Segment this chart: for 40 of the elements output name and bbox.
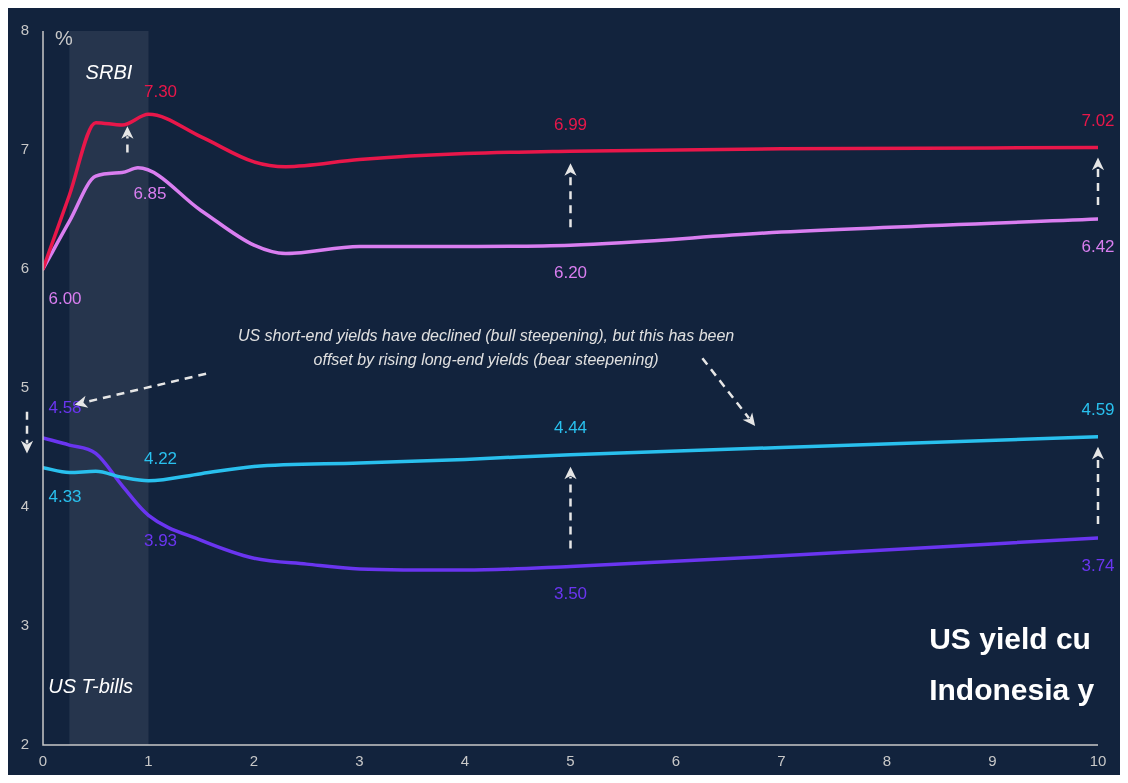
x-tick-label: 4	[460, 752, 470, 770]
y-tick-label: 8	[20, 21, 29, 39]
band-label: SRBI	[85, 60, 133, 83]
y-tick-label: 3	[20, 616, 29, 634]
data-label: 3.74	[1081, 555, 1115, 575]
data-label: 6.00	[48, 288, 82, 308]
y-tick-label: 7	[20, 140, 29, 158]
x-tick-label: 5	[566, 752, 575, 770]
x-tick-label: 8	[882, 752, 892, 770]
data-label: 7.02	[1081, 111, 1115, 131]
data-label: 3.93	[143, 531, 178, 551]
data-label: 4.33	[48, 487, 82, 507]
x-tick-label: 6	[671, 752, 681, 770]
data-label: 6.42	[1081, 236, 1115, 256]
data-label: 4.59	[1081, 400, 1115, 420]
x-tick-label: 0	[38, 752, 48, 770]
x-tick-label: 9	[988, 752, 997, 770]
annotation: US T-bills	[48, 675, 134, 698]
y-tick-label: 4	[20, 497, 29, 515]
data-label: 6.85	[133, 183, 167, 203]
data-label: 6.99	[553, 114, 588, 134]
y-tick-label: 5	[20, 378, 29, 396]
y-tick-label: 2	[20, 735, 29, 753]
data-label: 4.44	[553, 418, 588, 438]
x-tick-label: 1	[144, 752, 153, 770]
annotation: US short-end yields have declined (bull steepening), but this has been offset by rising long-end yields (bear steepening)	[237, 327, 735, 369]
x-tick-label: 3	[355, 752, 364, 770]
y-axis-title: %	[55, 26, 73, 49]
x-tick-label: 7	[777, 752, 786, 770]
data-label: 7.30	[143, 81, 178, 101]
x-tick-label: 10	[1089, 752, 1107, 770]
data-label: 4.58	[48, 397, 82, 417]
data-label: 3.50	[553, 584, 588, 604]
line-series	[43, 435, 1098, 483]
annotation: US yield cu	[929, 621, 1091, 655]
annotation: Indonesia y	[929, 672, 1095, 706]
y-tick-label: 6	[20, 259, 29, 277]
data-label: 6.20	[553, 262, 588, 282]
x-tick-label: 2	[249, 752, 259, 770]
data-label: 4.22	[143, 448, 178, 468]
